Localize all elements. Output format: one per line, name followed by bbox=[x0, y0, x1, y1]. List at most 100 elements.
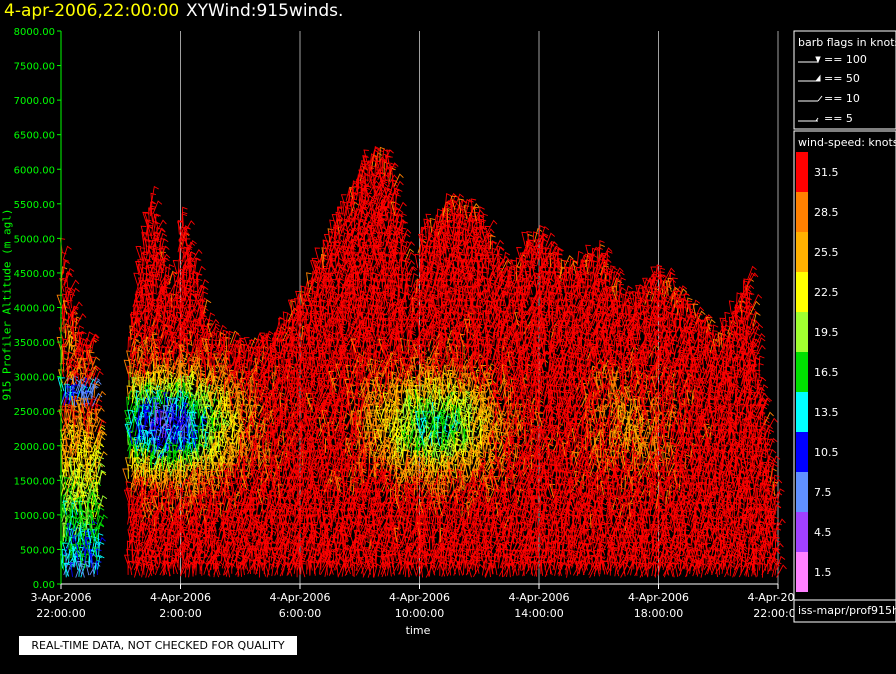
wind-barb bbox=[88, 535, 96, 550]
wind-barb bbox=[67, 352, 73, 367]
wind-barb bbox=[64, 403, 71, 419]
wind-barb bbox=[87, 378, 98, 393]
wind-barb bbox=[74, 458, 81, 473]
wind-barb bbox=[61, 468, 69, 484]
wind-barb bbox=[65, 267, 75, 283]
wind-barb bbox=[88, 334, 99, 348]
wind-barb bbox=[85, 477, 91, 492]
wind-barb bbox=[82, 435, 94, 450]
wind-barb bbox=[63, 562, 70, 577]
wind-barb bbox=[63, 494, 72, 509]
wind-barb bbox=[84, 458, 91, 473]
wind-barb bbox=[69, 430, 75, 445]
wind-barb bbox=[80, 547, 91, 561]
wind-barb bbox=[85, 391, 91, 406]
wind-barb bbox=[85, 377, 91, 393]
wind-barb bbox=[70, 345, 82, 360]
wind-barb bbox=[87, 384, 98, 399]
wind-barb bbox=[62, 300, 69, 315]
wind-barb bbox=[73, 552, 81, 568]
wind-barb bbox=[61, 304, 68, 320]
wind-barb bbox=[66, 359, 73, 374]
wind-barb bbox=[77, 331, 84, 346]
wind-barb bbox=[87, 501, 93, 516]
wind-barb bbox=[78, 417, 85, 432]
wind-barb bbox=[60, 481, 69, 497]
wind-barb bbox=[75, 563, 85, 578]
wind-barb bbox=[70, 384, 77, 400]
wind-barb bbox=[80, 470, 86, 485]
wind-barb bbox=[81, 494, 88, 509]
wind-barb bbox=[69, 510, 75, 525]
wind-barb bbox=[80, 384, 87, 399]
wind-barb bbox=[78, 516, 86, 532]
wind-barb bbox=[86, 488, 95, 503]
wind-barb bbox=[80, 483, 87, 498]
wind-barb bbox=[62, 338, 68, 353]
wind-barb bbox=[79, 372, 86, 387]
wind-barb bbox=[63, 258, 69, 274]
wind-barb bbox=[66, 358, 77, 372]
wind-barb bbox=[89, 333, 100, 348]
wind-barb bbox=[69, 371, 75, 386]
wind-barb bbox=[61, 507, 68, 522]
wind-barb bbox=[76, 468, 83, 484]
wind-barb bbox=[72, 305, 79, 321]
wind-barb bbox=[84, 372, 95, 387]
wind-barb bbox=[63, 318, 69, 334]
wind-barb bbox=[72, 391, 79, 407]
wind-barb bbox=[59, 377, 66, 392]
wind-barb bbox=[59, 475, 65, 490]
wind-barb bbox=[81, 517, 87, 532]
wind-barb bbox=[71, 395, 77, 411]
wind-barb bbox=[71, 301, 83, 315]
wind-barb bbox=[82, 418, 89, 433]
wind-barb bbox=[86, 346, 92, 361]
wind-barb bbox=[66, 521, 75, 537]
wind-barb bbox=[62, 494, 69, 510]
wind-barb bbox=[70, 287, 80, 302]
wind-barb bbox=[89, 372, 96, 387]
wind-barb bbox=[62, 385, 72, 400]
wind-barb bbox=[69, 359, 75, 374]
wind-barb bbox=[89, 484, 96, 499]
wind-barb bbox=[80, 563, 86, 578]
wind-barb bbox=[63, 555, 69, 571]
wind-barb bbox=[62, 500, 69, 515]
wind-barb bbox=[85, 398, 91, 413]
wind-barb bbox=[82, 431, 89, 446]
wind-barb bbox=[63, 287, 73, 302]
wind-barb bbox=[59, 429, 66, 444]
wind-barb bbox=[64, 456, 70, 471]
wind-barb bbox=[81, 337, 91, 352]
wind-barb bbox=[73, 410, 79, 426]
wind-barb bbox=[76, 561, 83, 575]
wind-barb bbox=[63, 451, 70, 466]
wind-barb bbox=[77, 543, 84, 558]
wind-barb bbox=[72, 425, 79, 440]
wind-barb bbox=[64, 431, 70, 446]
wind-barb bbox=[68, 336, 75, 351]
wind-barb bbox=[88, 549, 95, 564]
wind-barb bbox=[78, 463, 85, 478]
wind-barb bbox=[75, 399, 82, 414]
wind-barb bbox=[86, 463, 92, 479]
wind-barb bbox=[89, 470, 96, 486]
wind-barb bbox=[84, 390, 91, 405]
wind-barb bbox=[85, 331, 94, 346]
wind-barb bbox=[59, 278, 65, 292]
wind-barb bbox=[81, 490, 89, 506]
wind-barb bbox=[82, 358, 89, 373]
wind-barb bbox=[84, 548, 91, 564]
wind-barb bbox=[86, 411, 93, 426]
wind-barb bbox=[85, 450, 92, 466]
wind-barb bbox=[63, 462, 69, 477]
wind-barb bbox=[84, 344, 91, 359]
wind-barb bbox=[72, 326, 79, 341]
wind-barb bbox=[69, 543, 76, 558]
wind-barb bbox=[61, 345, 67, 360]
wind-barb bbox=[91, 337, 99, 352]
wind-barb bbox=[70, 448, 76, 463]
wind-barb bbox=[71, 424, 78, 439]
wind-barb bbox=[87, 450, 94, 466]
